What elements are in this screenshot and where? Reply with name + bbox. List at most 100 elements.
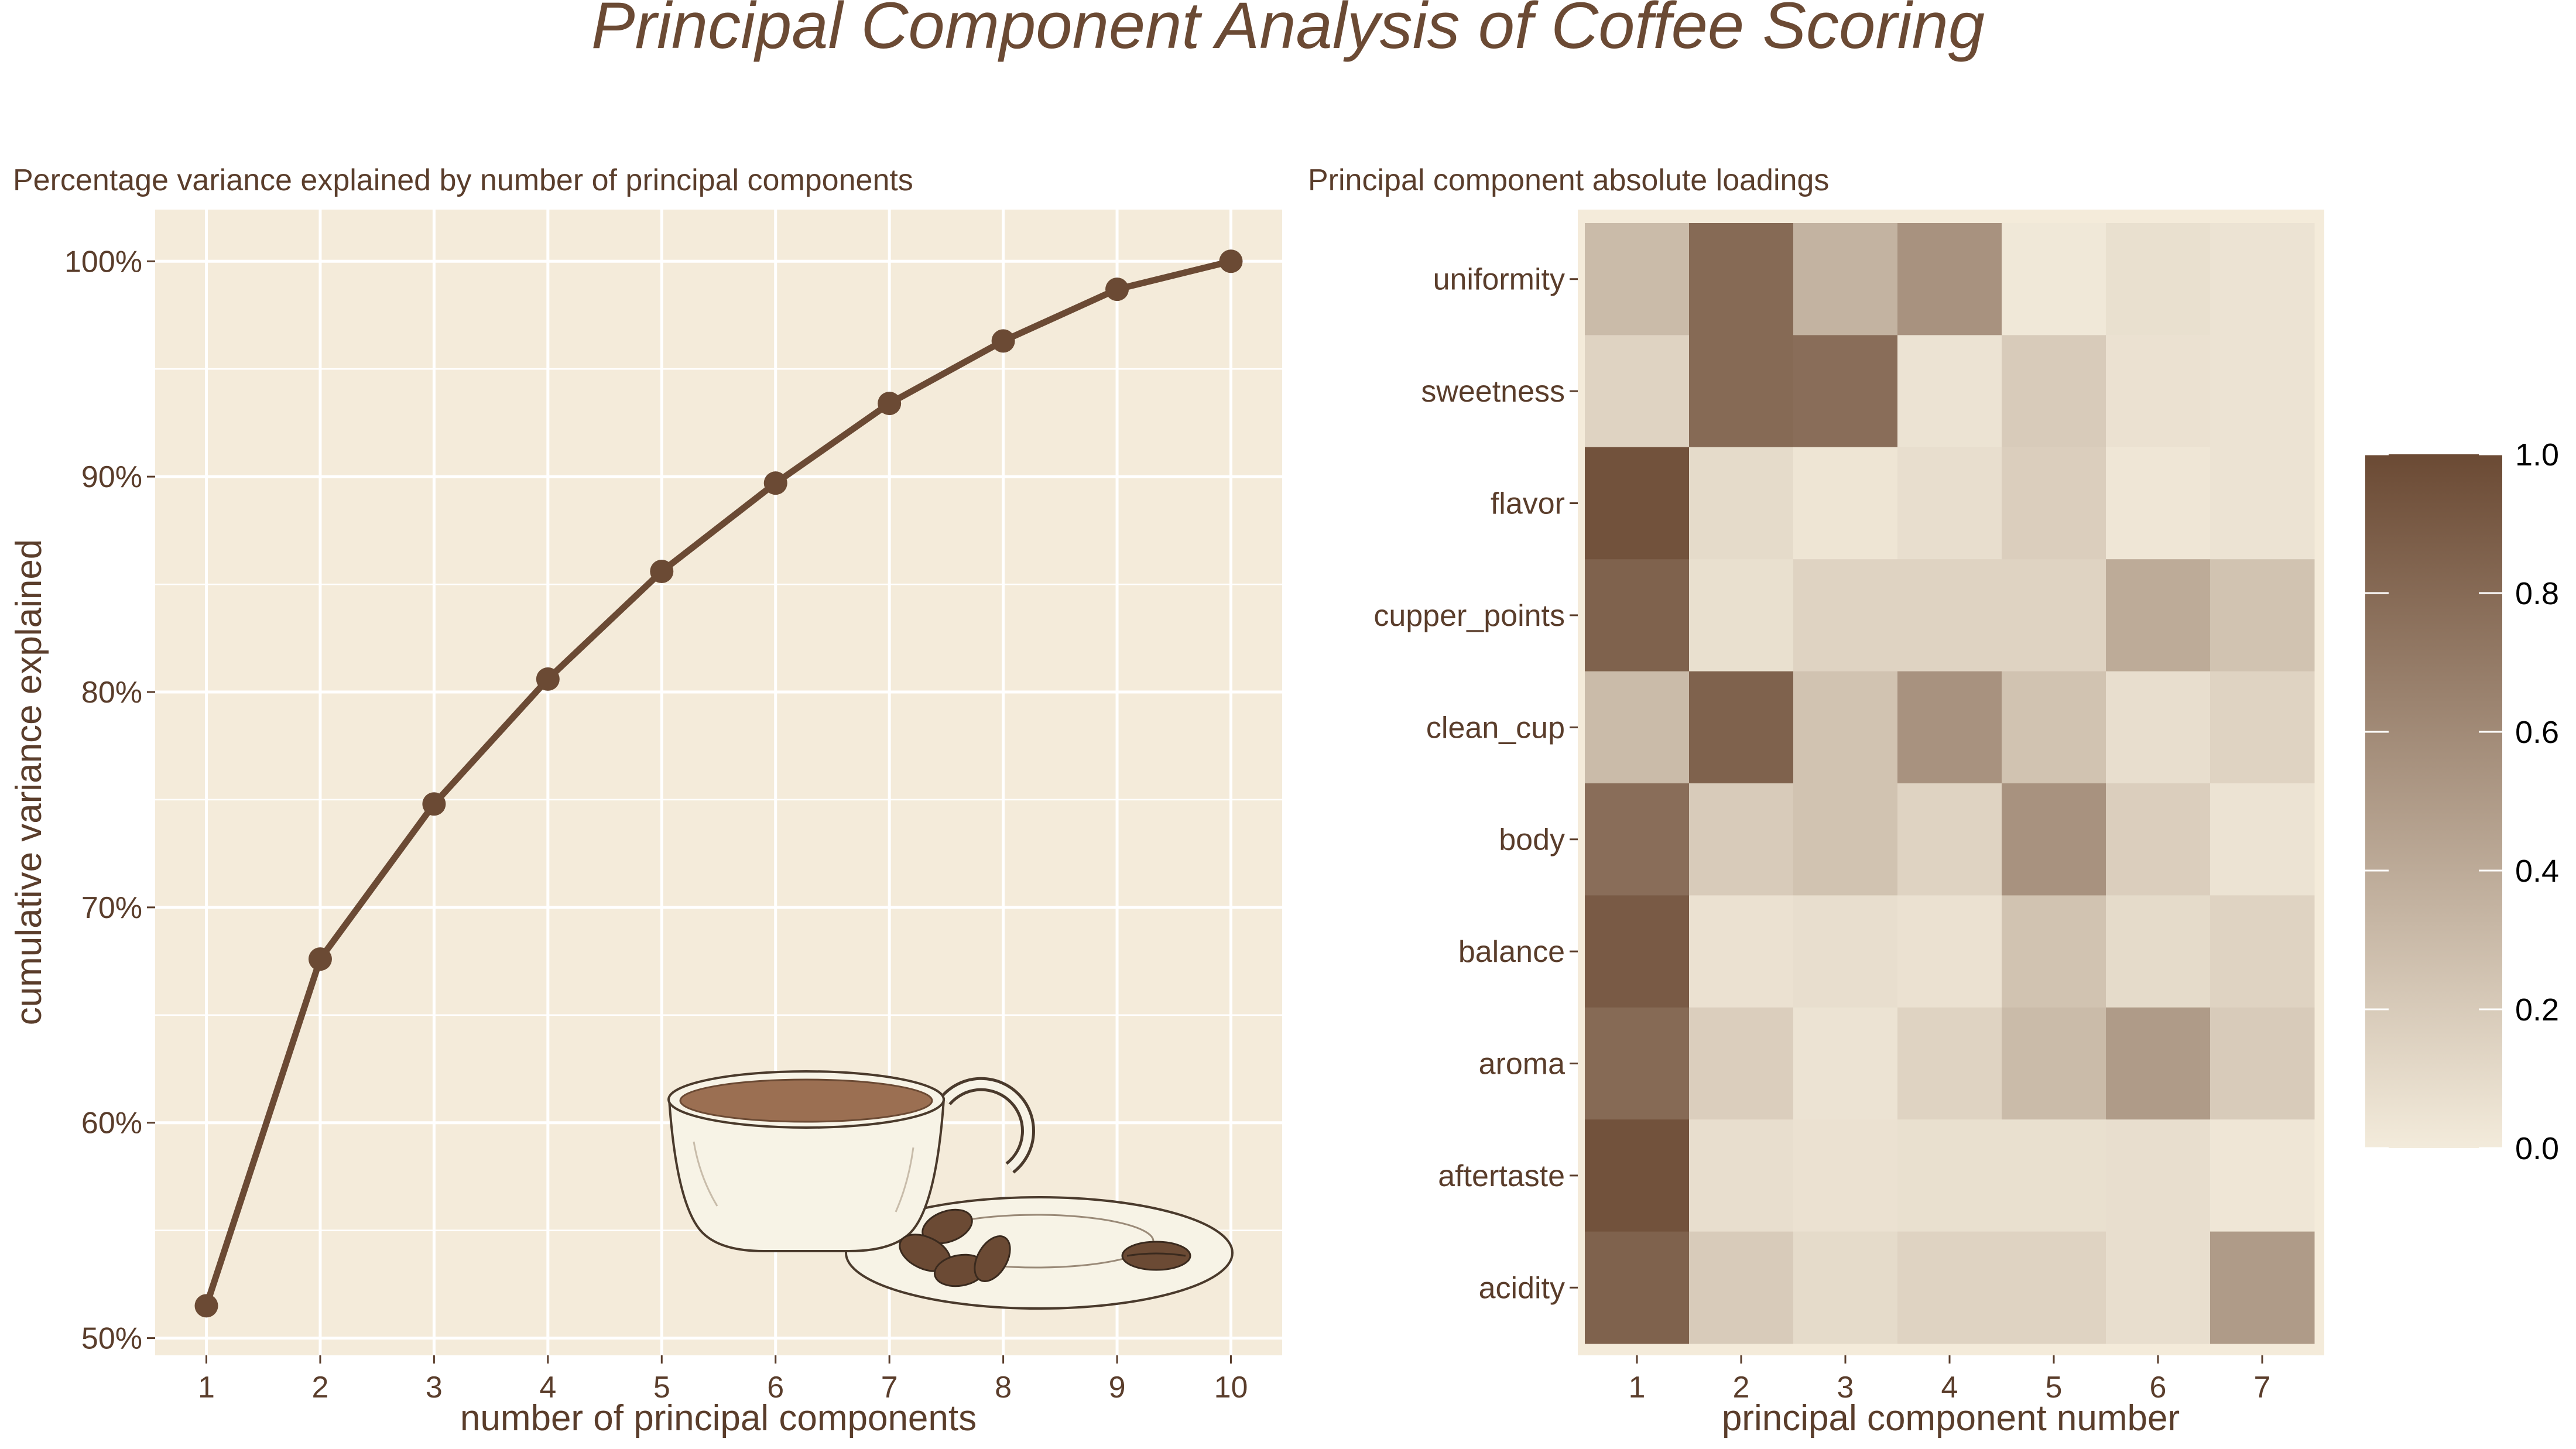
loadings-heatmap: Principal component absolute loadings un… [1308, 163, 2559, 1438]
legend-tick-label: 0.8 [2515, 576, 2559, 611]
variance-x-tick-label: 1 [198, 1371, 215, 1405]
variance-point [878, 392, 902, 416]
heatmap-cell [2106, 895, 2211, 1008]
heatmap-cell [1689, 447, 1794, 560]
legend-ticks: 0.0 0.2 0.4 0.6 0.8 1.0 [2365, 437, 2559, 1166]
heatmap-cell [1585, 223, 1690, 335]
heatmap-cell [2106, 671, 2211, 784]
heatmap-y-tick-label: flavor [1491, 487, 1565, 521]
variance-point [536, 667, 560, 691]
heatmap-x-tick-label: 2 [1733, 1371, 1750, 1405]
heatmap-cell [1689, 1007, 1794, 1120]
heatmap-y-tick-label: uniformity [1433, 263, 1565, 297]
variance-point [650, 560, 674, 583]
heatmap-cell [2002, 1119, 2106, 1232]
heatmap-cell [1897, 447, 2002, 560]
heatmap-y-tick-label: aroma [1479, 1047, 1565, 1081]
heatmap-cell [1897, 895, 2002, 1008]
variance-y-tick-label: 80% [81, 676, 142, 710]
heatmap-y-tick-label: sweetness [1421, 375, 1565, 409]
legend-tick-label: 0.0 [2515, 1131, 2559, 1166]
heatmap-cell [1585, 1119, 1690, 1232]
variance-point [308, 947, 332, 971]
variance-x-tick-label: 6 [767, 1371, 784, 1405]
heatmap-cell [2002, 1231, 2106, 1344]
variance-y-tick-label: 70% [81, 891, 142, 925]
heatmap-cell [2002, 223, 2106, 335]
variance-y-axis: 50% 60% 70% 80% 90% 100% [64, 245, 155, 1356]
heatmap-cell [1585, 1007, 1690, 1120]
variance-x-tick-label: 8 [995, 1371, 1012, 1405]
coffee-cup-illustration [667, 1070, 1234, 1310]
heatmap-cell [1689, 335, 1794, 448]
heatmap-cell [2210, 559, 2315, 672]
heatmap-cell [2106, 223, 2211, 335]
heatmap-cell [2002, 559, 2106, 672]
heatmap-cell [2002, 1007, 2106, 1120]
heatmap-cell [1585, 559, 1690, 672]
heatmap-cell [1585, 895, 1690, 1008]
heatmap-x-axis: 1 2 3 4 5 6 7 [1629, 1355, 2270, 1405]
heatmap-cell [1897, 559, 2002, 672]
heatmap-cell [1585, 447, 1690, 560]
heatmap-cell [2002, 783, 2106, 896]
heatmap-cell [1793, 895, 1898, 1008]
heatmap-y-tick-label: aftertaste [1438, 1159, 1565, 1193]
heatmap-x-tick-label: 4 [1941, 1371, 1958, 1405]
heatmap-x-axis-title: principal component number [1722, 1398, 2180, 1438]
variance-x-tick-label: 3 [426, 1371, 443, 1405]
heatmap-cell [2210, 335, 2315, 448]
heatmap-cell [1793, 559, 1898, 672]
heatmap-cells [1585, 223, 2315, 1344]
variance-x-tick-label: 9 [1109, 1371, 1126, 1405]
heatmap-cell [2210, 783, 2315, 896]
variance-x-tick-label: 7 [881, 1371, 898, 1405]
legend-tick-label: 0.2 [2515, 992, 2559, 1027]
heatmap-cell [2106, 1007, 2211, 1120]
heatmap-cell [2106, 1231, 2211, 1344]
heatmap-cell [1793, 783, 1898, 896]
heatmap-cell [1689, 671, 1794, 784]
variance-y-tick-label: 60% [81, 1107, 142, 1140]
heatmap-cell [2002, 895, 2106, 1008]
heatmap-cell [1793, 1231, 1898, 1344]
heatmap-cell [1585, 671, 1690, 784]
heatmap-cell [2210, 895, 2315, 1008]
heatmap-cell [1793, 1119, 1898, 1232]
heatmap-cell [2002, 447, 2106, 560]
heatmap-cell [1689, 223, 1794, 335]
variance-point [1219, 249, 1243, 273]
variance-point [763, 471, 787, 495]
heatmap-legend: 0.0 0.2 0.4 0.6 0.8 1.0 [2365, 437, 2559, 1166]
heatmap-x-tick-label: 5 [2046, 1371, 2063, 1405]
heatmap-cell [1897, 335, 2002, 448]
heatmap-cell [1897, 783, 2002, 896]
variance-point [194, 1294, 218, 1318]
variance-series-line [203, 258, 1232, 1307]
loadings-subtitle: Principal component absolute loadings [1308, 163, 1829, 197]
variance-y-tick-label: 90% [81, 460, 142, 494]
heatmap-cell [2002, 335, 2106, 448]
variance-y-tick-label: 50% [81, 1322, 142, 1356]
heatmap-y-tick-label: balance [1458, 935, 1565, 969]
heatmap-y-tick-label: clean_cup [1426, 711, 1565, 745]
heatmap-cell [1689, 783, 1794, 896]
legend-tick-label: 0.6 [2515, 715, 2559, 750]
heatmap-cell [1897, 671, 2002, 784]
heatmap-cell [2106, 559, 2211, 672]
heatmap-y-axis: uniformity sweetness flavor cupper_pointscl… [1373, 263, 1578, 1305]
heatmap-cell [1585, 335, 1690, 448]
variance-x-tick-label: 2 [311, 1371, 328, 1405]
heatmap-cell [1793, 223, 1898, 335]
heatmap-cell [1689, 895, 1794, 1008]
heatmap-cell [1897, 1119, 2002, 1232]
heatmap-cell [2210, 1119, 2315, 1232]
heatmap-cell [1689, 1231, 1794, 1344]
variance-y-axis-title: cumulative variance explained [9, 539, 49, 1026]
heatmap-y-tick-label: cupper_points [1373, 599, 1565, 633]
heatmap-cell [1897, 1231, 2002, 1344]
figure-title: Principal Component Analysis of Coffee S… [591, 0, 1985, 62]
heatmap-x-tick-label: 3 [1837, 1371, 1854, 1405]
variance-chart: Percentage variance explained by number … [9, 163, 1282, 1438]
heatmap-cell [2210, 671, 2315, 784]
